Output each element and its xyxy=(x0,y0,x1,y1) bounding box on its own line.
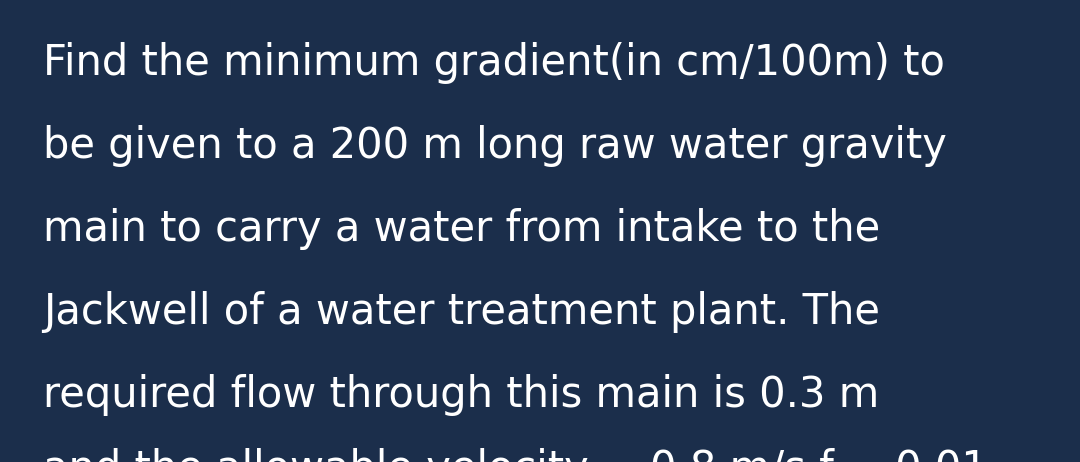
Text: be given to a 200 m long raw water gravity: be given to a 200 m long raw water gravi… xyxy=(43,125,947,167)
Text: main to carry a water from intake to the: main to carry a water from intake to the xyxy=(43,208,880,250)
Text: Find the minimum gradient(in cm/100m) to: Find the minimum gradient(in cm/100m) to xyxy=(43,42,945,84)
Text: and the allowable velocity = 0.8 m/s f = 0.01: and the allowable velocity = 0.8 m/s f =… xyxy=(43,448,988,462)
Text: required flow through this main is 0.3 m: required flow through this main is 0.3 m xyxy=(43,374,879,416)
Text: Jackwell of a water treatment plant. The: Jackwell of a water treatment plant. The xyxy=(43,291,880,333)
